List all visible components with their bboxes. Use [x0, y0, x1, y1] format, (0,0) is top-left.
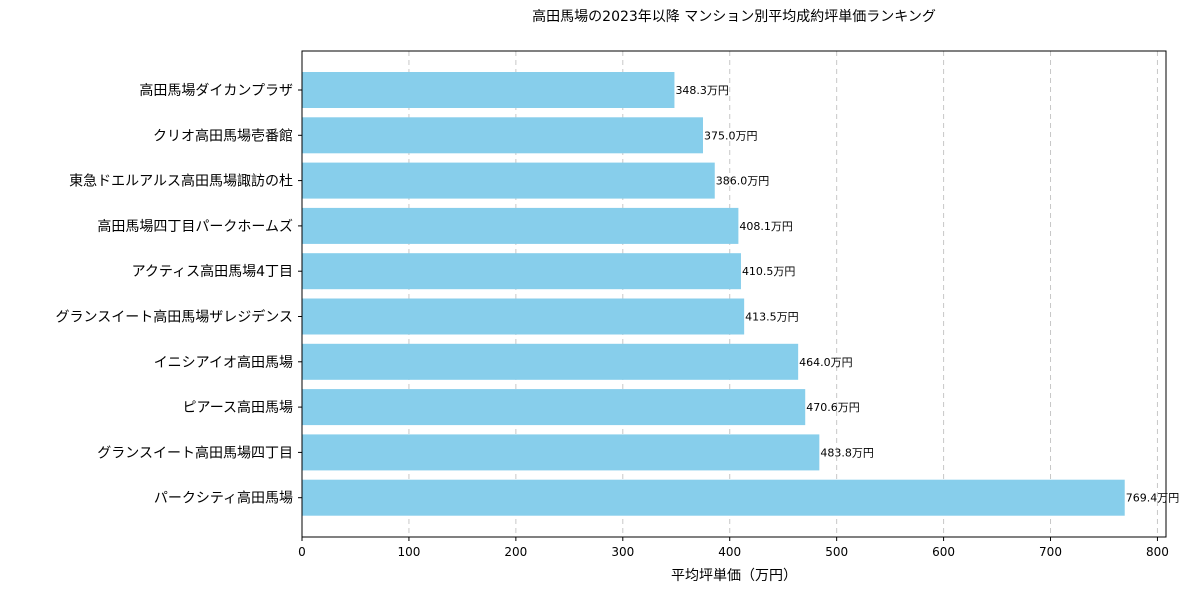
- bar: [302, 479, 1125, 516]
- y-tick-label: グランスイート高田馬場四丁目: [97, 444, 293, 461]
- x-ticks: 0 100 200 300 400 500 600 700 800: [298, 537, 1169, 559]
- bar: [302, 117, 703, 154]
- x-tick-label: 600: [932, 545, 955, 559]
- x-tick-label: 800: [1146, 545, 1169, 559]
- bar: [302, 162, 715, 199]
- bar: [302, 434, 820, 471]
- y-tick-label: 東急ドエルアルス高田馬場諏訪の杜: [69, 173, 293, 190]
- data-label: 386.0万円: [716, 175, 770, 188]
- x-tick-label: 100: [397, 545, 420, 559]
- bar: [302, 207, 739, 244]
- data-label: 413.5万円: [745, 311, 799, 324]
- bar: [302, 389, 806, 426]
- chart-title: 高田馬場の2023年以降 マンション別平均成約坪単価ランキング: [532, 8, 936, 25]
- data-label: 483.8万円: [820, 446, 874, 459]
- x-axis-label: 平均坪単価（万円）: [671, 568, 797, 584]
- data-label: 464.0万円: [799, 356, 853, 369]
- y-tick-label: イニシアイオ高田馬場: [154, 354, 293, 371]
- bar: [302, 343, 799, 380]
- data-label: 375.0万円: [704, 129, 758, 142]
- y-tick-labels: 高田馬場ダイカンプラザクリオ高田馬場壱番館東急ドエルアルス高田馬場諏訪の杜高田馬…: [56, 82, 302, 507]
- x-tick-label: 700: [1039, 545, 1062, 559]
- plot-frame: [301, 50, 1167, 538]
- x-tick-label: 0: [298, 545, 306, 559]
- y-tick-label: 高田馬場四丁目パークホームズ: [97, 218, 293, 235]
- y-tick-label: クリオ高田馬場壱番館: [153, 127, 293, 144]
- x-tick-label: 300: [611, 545, 634, 559]
- bar: [302, 298, 745, 335]
- y-tick-label: 高田馬場ダイカンプラザ: [139, 82, 293, 99]
- data-label: 410.5万円: [742, 265, 796, 278]
- data-label: 348.3万円: [675, 84, 729, 97]
- bar: [302, 253, 741, 290]
- y-tick-label: パークシティ高田馬場: [154, 490, 293, 507]
- y-tick-label: アクティス高田馬場4丁目: [132, 263, 293, 280]
- x-tick-label: 200: [504, 545, 527, 559]
- data-label: 470.6万円: [806, 401, 860, 414]
- data-label: 769.4万円: [1126, 492, 1180, 505]
- x-tick-label: 400: [718, 545, 741, 559]
- bars: 348.3万円 375.0万円 386.0万円 408.1万円 410.5万円 413.5…: [302, 72, 1179, 516]
- data-label: 408.1万円: [739, 220, 793, 233]
- x-tick-label: 500: [825, 545, 848, 559]
- y-tick-label: グランスイート高田馬場ザレジデンス: [56, 309, 293, 326]
- y-tick-label: ピアース高田馬場: [183, 399, 293, 416]
- bar: [302, 72, 675, 108]
